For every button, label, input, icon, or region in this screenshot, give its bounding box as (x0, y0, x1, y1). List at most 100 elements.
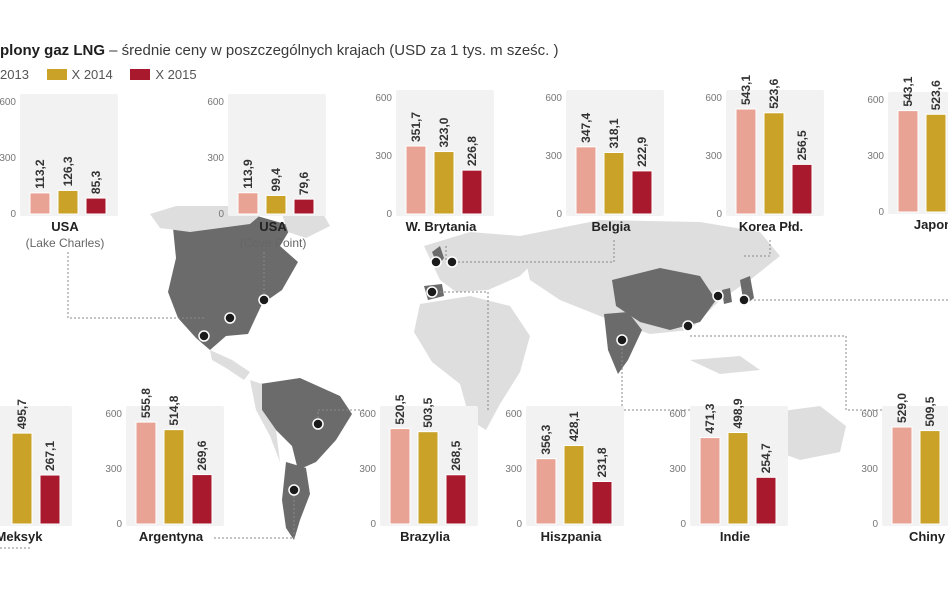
map-north-america (168, 214, 298, 350)
map-argentina (282, 462, 310, 540)
y-tick-label: 300 (505, 464, 522, 475)
connector-argentina (214, 490, 295, 539)
country-label: Hiszpania (541, 529, 602, 544)
bar-belgium-0 (575, 146, 597, 215)
legend-label-2015: X 2015 (155, 67, 197, 82)
panel-argentina: 0 300 600 555,8 514,8 269,6 Argentyna (105, 388, 224, 544)
y-tick-label: 300 (207, 153, 224, 164)
panel-korea: 0 300 600 543,1 523,6 256,5 Korea Płd. (705, 75, 824, 234)
bar-india-1 (727, 432, 749, 525)
value-label: 126,3 (61, 156, 75, 186)
connector-korea (744, 240, 771, 257)
value-label: 254,7 (759, 443, 773, 473)
country-label: Indie (720, 529, 750, 544)
country-sublabel: (Lake Charles) (26, 236, 105, 250)
y-tick-label: 600 (669, 409, 686, 420)
bar-uk-1 (433, 151, 455, 215)
value-label: 318,1 (607, 118, 621, 148)
location-dot (426, 286, 438, 298)
bar-uk-2 (461, 169, 483, 215)
connector-brazil (317, 409, 364, 424)
location-dot (288, 484, 300, 496)
y-tick-label: 600 (545, 93, 562, 104)
country-label: USA (259, 219, 287, 234)
value-label: 351,7 (409, 112, 423, 142)
y-tick-label: 0 (680, 519, 686, 530)
value-label: 113,2 (33, 159, 47, 189)
bar-brazil-1 (417, 431, 439, 525)
value-label: 85,3 (89, 170, 103, 194)
value-label: 256,5 (795, 130, 809, 160)
bar-spain-0 (535, 458, 557, 525)
y-tick-label: 0 (878, 207, 884, 218)
connector-china (688, 335, 890, 411)
bar-japan-1 (925, 113, 947, 213)
bar-korea-2 (791, 163, 813, 215)
panel-china: 0 300 600 529,0 509,5 Chiny (861, 393, 948, 544)
y-tick-label: 300 (545, 151, 562, 162)
y-tick-label: 300 (105, 464, 122, 475)
bar-lake-charles-0 (29, 192, 51, 215)
bar-lake-charles-2 (85, 197, 107, 215)
value-label: 269,6 (195, 440, 209, 470)
value-label: 356,3 (539, 424, 553, 454)
map-korea (722, 288, 732, 304)
y-tick-label: 300 (861, 464, 878, 475)
country-label: Chiny (909, 529, 946, 544)
panel-brazil: 0 300 600 520,5 503,5 268,5 Brazylia (359, 394, 478, 544)
connector-belgium (452, 240, 615, 263)
y-tick-label: 0 (872, 519, 878, 530)
value-label: 495,7 (15, 399, 29, 429)
country-label: Japon (914, 217, 948, 232)
location-markers (198, 256, 750, 496)
value-label: 509,5 (923, 396, 937, 426)
map-africa (414, 296, 530, 430)
y-tick-label: 300 (705, 151, 722, 162)
value-label: 503,5 (421, 397, 435, 427)
legend-swatch-2015 (130, 69, 151, 80)
map-brazil (260, 378, 352, 470)
location-dot (258, 294, 270, 306)
bar-spain-1 (563, 445, 585, 525)
bar-spain-2 (591, 481, 613, 525)
bar-cove-point-2 (293, 198, 315, 215)
value-label: 498,9 (731, 398, 745, 428)
value-label: 268,5 (449, 440, 463, 470)
connector-lake-charles (67, 252, 204, 319)
location-dot (616, 334, 628, 346)
bar-uk-0 (405, 145, 427, 215)
bar-japan-0 (897, 110, 919, 213)
bar-mexico-2 (39, 474, 61, 525)
panel-background (228, 94, 326, 216)
legend-label-2013: 2013 (0, 67, 29, 82)
location-dot (430, 256, 442, 268)
value-label: 347,4 (579, 112, 593, 142)
value-label: 222,9 (635, 137, 649, 167)
value-label: 79,6 (297, 171, 311, 195)
bar-korea-0 (735, 108, 757, 215)
value-label: 231,8 (595, 447, 609, 477)
connector-spain (432, 291, 489, 410)
bar-korea-1 (763, 112, 785, 215)
bar-india-2 (755, 476, 777, 525)
panel-india: 0 300 600 471,3 498,9 254,7 Indie (669, 398, 788, 544)
location-dot (446, 256, 458, 268)
location-dot (312, 418, 324, 430)
bar-china-1 (919, 430, 941, 525)
y-tick-label: 600 (861, 409, 878, 420)
country-label: Meksyk (0, 529, 43, 544)
value-label: 267,1 (43, 441, 57, 471)
legend-swatch-2014 (46, 69, 67, 80)
bar-argentina-0 (135, 421, 157, 525)
panel-japan: 0 300 600 543,1 523,6 Japon (867, 76, 948, 232)
y-tick-label: 300 (359, 464, 376, 475)
bar-cove-point-1 (265, 194, 287, 215)
y-tick-label: 0 (516, 519, 522, 530)
legend-item-2015: X 2015 (130, 67, 197, 82)
country-label: Korea Płd. (739, 219, 803, 234)
y-tick-label: 0 (556, 209, 562, 220)
bar-argentina-2 (191, 474, 213, 525)
value-label: 543,1 (739, 75, 753, 105)
country-label: Argentyna (139, 529, 204, 544)
